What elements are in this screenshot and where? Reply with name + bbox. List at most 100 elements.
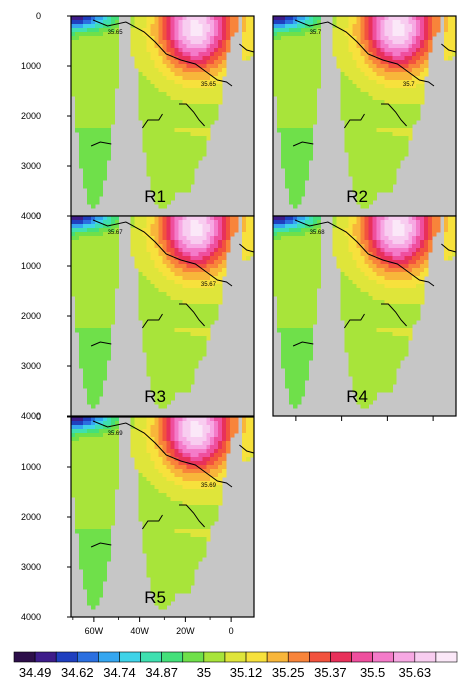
salinity-cell <box>388 180 393 185</box>
salinity-cell <box>71 276 76 281</box>
salinity-cell <box>352 244 357 249</box>
salinity-cell <box>110 284 116 289</box>
salinity-cell <box>336 232 342 237</box>
salinity-cell <box>376 228 381 233</box>
salinity-cell <box>336 24 342 29</box>
salinity-cell <box>416 28 421 33</box>
salinity-cell <box>98 388 104 393</box>
salinity-cell <box>71 84 76 89</box>
salinity-cell <box>380 92 385 97</box>
salinity-cell <box>202 228 207 233</box>
salinity-cell <box>384 164 389 169</box>
salinity-cell <box>356 216 361 221</box>
salinity-cell <box>214 256 219 261</box>
salinity-cell <box>142 128 147 133</box>
salinity-cell <box>404 108 409 113</box>
salinity-cell <box>360 256 365 261</box>
salinity-cell <box>146 100 151 105</box>
salinity-cell <box>206 48 211 53</box>
salinity-cell <box>296 152 302 157</box>
salinity-cell <box>364 116 369 121</box>
salinity-cell <box>186 148 191 153</box>
salinity-cell <box>182 316 187 321</box>
salinity-cell <box>292 216 298 221</box>
salinity-cell <box>142 88 147 93</box>
salinity-cell <box>162 196 167 201</box>
salinity-cell <box>304 172 310 177</box>
salinity-cell <box>304 160 310 165</box>
salinity-cell <box>162 220 167 225</box>
salinity-cell <box>71 244 76 249</box>
salinity-cell <box>150 132 155 137</box>
salinity-cell <box>98 348 104 353</box>
salinity-cell <box>284 332 290 337</box>
salinity-cell <box>312 80 318 85</box>
salinity-cell <box>178 104 183 109</box>
salinity-cell <box>170 56 175 61</box>
salinity-cell <box>154 324 159 329</box>
salinity-cell <box>242 24 247 29</box>
salinity-cell <box>150 320 155 325</box>
salinity-cell <box>162 248 167 253</box>
salinity-cell <box>150 156 155 161</box>
salinity-cell <box>300 148 306 153</box>
salinity-cell <box>162 120 167 125</box>
salinity-cell <box>71 24 76 29</box>
salinity-cell <box>304 28 310 33</box>
salinity-cell <box>364 312 369 317</box>
salinity-cell <box>162 188 167 193</box>
salinity-cell <box>360 156 365 161</box>
salinity-cell <box>182 104 187 109</box>
salinity-cell <box>150 348 155 353</box>
salinity-cell <box>78 316 84 321</box>
salinity-cell <box>158 364 163 369</box>
salinity-cell <box>174 268 179 273</box>
salinity-cell <box>146 84 151 89</box>
salinity-cell <box>368 60 373 65</box>
salinity-cell <box>344 148 349 153</box>
salinity-cell <box>364 28 369 33</box>
salinity-cell <box>304 36 310 41</box>
salinity-cell <box>348 112 353 117</box>
salinity-cell <box>190 264 195 269</box>
salinity-cell <box>142 80 147 85</box>
salinity-cell <box>202 104 207 109</box>
salinity-cell <box>206 320 211 325</box>
salinity-cell <box>292 180 298 185</box>
salinity-cell <box>368 24 373 29</box>
salinity-cell <box>246 56 251 61</box>
salinity-cell <box>392 52 397 57</box>
salinity-cell <box>336 48 342 53</box>
salinity-cell <box>420 28 425 33</box>
salinity-cell <box>376 240 381 245</box>
salinity-cell <box>352 156 357 161</box>
salinity-cell <box>408 88 413 93</box>
salinity-cell <box>94 32 100 37</box>
salinity-cell <box>380 152 385 157</box>
salinity-cell <box>82 160 88 165</box>
salinity-cell <box>364 232 369 237</box>
salinity-cell <box>154 236 159 241</box>
salinity-cell <box>218 260 223 265</box>
salinity-cell <box>348 52 353 57</box>
salinity-cell <box>368 304 373 309</box>
salinity-cell <box>110 80 116 85</box>
salinity-cell <box>202 80 207 85</box>
salinity-cell <box>150 184 155 189</box>
salinity-cell <box>392 124 397 129</box>
salinity-cell <box>384 176 389 181</box>
salinity-cell <box>292 200 298 205</box>
salinity-cell <box>146 108 151 113</box>
salinity-cell <box>146 284 151 289</box>
salinity-cell <box>170 132 175 137</box>
salinity-cell <box>166 144 171 149</box>
salinity-cell <box>276 20 282 25</box>
salinity-cell <box>194 120 199 125</box>
salinity-cell <box>368 308 373 313</box>
salinity-cell <box>90 276 96 281</box>
salinity-cell <box>90 284 96 289</box>
salinity-cell <box>416 20 421 25</box>
salinity-cell <box>186 132 191 137</box>
salinity-cell <box>90 304 96 309</box>
salinity-cell <box>146 32 151 37</box>
